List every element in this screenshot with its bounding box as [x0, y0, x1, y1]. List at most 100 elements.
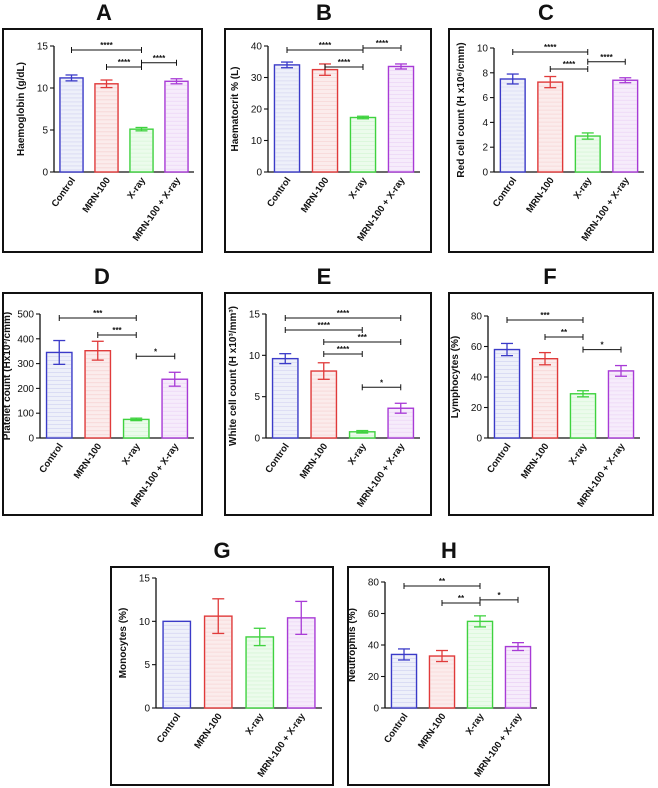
y-tick-label: 4 [482, 118, 488, 129]
bar [466, 620, 494, 709]
significance-bracket: **** [549, 60, 589, 72]
bar-group [387, 63, 415, 173]
x-tick-label: MRN-100 [524, 175, 556, 215]
y-axis-label: Lymphocytes (%) [450, 336, 461, 418]
panel-a: A 0 5 10 15 Haemoglobin (g/dL) Control MRN-100… [0, 0, 205, 255]
panel-letter: A [96, 0, 112, 25]
significance-bracket: ** [403, 577, 481, 589]
x-tick-label: Control [485, 441, 513, 475]
y-tick-label: 0 [28, 434, 34, 445]
bar-group [493, 342, 521, 439]
y-tick-label: 0 [254, 434, 260, 445]
bar-group [537, 75, 564, 173]
y-tick-label: 20 [471, 403, 483, 414]
x-tick-label: X-ray [572, 175, 595, 201]
panel-c: C 0 2 4 6 8 10 Red cell count (H x10⁶/cmm) Cont… [446, 0, 656, 255]
significance-label: ** [561, 328, 568, 337]
y-tick-label: 15 [249, 310, 261, 321]
bar-group [466, 615, 494, 709]
bar [387, 65, 415, 173]
significance-label: **** [337, 309, 350, 318]
x-tick-label: X-ray [464, 711, 487, 737]
significance-bracket: **** [323, 345, 363, 357]
bar [574, 135, 601, 173]
bar-group [348, 429, 376, 439]
x-tick-label: X-ray [346, 441, 369, 467]
significance-bracket: *** [97, 326, 137, 338]
y-tick-label: 15 [139, 574, 151, 585]
bar-group [531, 351, 559, 439]
x-tick-label: MRN-100 [192, 711, 224, 751]
panel-letter: E [316, 264, 332, 289]
significance-bracket: *** [323, 333, 402, 345]
bar [499, 78, 526, 173]
significance-bracket: ** [544, 328, 584, 340]
bar-group [574, 132, 601, 173]
y-tick-label: 40 [471, 373, 483, 384]
y-tick-label: 80 [368, 578, 380, 589]
x-tick-label: MRN-100 [72, 441, 104, 481]
bar-group [504, 641, 532, 709]
y-tick-label: 30 [251, 73, 263, 84]
x-tick-label: Control [155, 711, 183, 745]
significance-label: **** [337, 345, 350, 354]
bar-group [310, 362, 338, 439]
bar-group [45, 339, 73, 439]
x-tick-label: Control [263, 441, 291, 475]
chart-f: 0 20 40 60 80 Lymphocytes (%) Control MRN-100 X-… [450, 311, 640, 509]
significance-label: **** [118, 58, 131, 67]
bar [311, 68, 339, 173]
bar [531, 357, 559, 439]
y-tick-label: 10 [37, 84, 49, 95]
significance-label: * [600, 341, 604, 350]
x-tick-label: MRN-100 [298, 441, 330, 481]
panel-b: B 0 10 20 30 40 Haematocrit % (L) Control MRN-1… [222, 0, 434, 255]
y-tick-label: 5 [144, 660, 150, 671]
bar-group [428, 649, 456, 709]
significance-bracket: **** [362, 39, 402, 51]
y-tick-label: 60 [368, 609, 380, 620]
y-axis-label: Neutrophils (%) [347, 608, 358, 682]
significance-label: ** [458, 594, 465, 603]
significance-bracket: **** [512, 43, 589, 55]
bar-group [273, 61, 301, 173]
y-axis-label: Platelet count (Hx10³/cmm) [2, 312, 13, 440]
panel-frame [224, 292, 432, 516]
bar-group [245, 627, 275, 709]
significance-label: **** [318, 321, 331, 330]
significance-bracket: **** [324, 58, 364, 70]
bar-group [612, 77, 639, 173]
bar-group [499, 73, 526, 173]
significance-label: ** [439, 577, 446, 586]
panel-e: E 0 5 10 15 White cell count (H x10³/mm³) Con… [222, 264, 434, 519]
y-axis-label: Monocytes (%) [118, 608, 129, 679]
bar [537, 81, 564, 173]
bar-group [122, 417, 150, 439]
panel-g: G 0 5 10 15 Monocytes (%) Control MRN-100 X-ray… [108, 538, 336, 788]
y-tick-label: 60 [471, 342, 483, 353]
panel-frame [448, 28, 654, 253]
y-tick-label: 5 [254, 392, 260, 403]
bar-group [311, 63, 339, 173]
x-tick-label: MRN-100 [519, 441, 551, 481]
bar-group [286, 600, 316, 709]
bar-group [387, 402, 415, 439]
panel-frame [448, 292, 654, 516]
chart-e: 0 5 10 15 White cell count (H x10³/mm³) Contr… [228, 306, 420, 509]
bar-group [607, 364, 635, 439]
bar [245, 636, 275, 709]
y-tick-label: 0 [482, 168, 488, 179]
panel-d: D 0 100 200 300 400 500 Platelet count (Hx10³/… [0, 264, 205, 519]
y-axis-label: Haematocrit % (L) [230, 66, 241, 151]
bar [164, 80, 189, 173]
y-tick-label: 400 [17, 334, 34, 345]
y-tick-label: 20 [368, 672, 380, 683]
x-tick-label: Control [491, 175, 519, 209]
bar [273, 64, 301, 173]
significance-label: **** [563, 60, 576, 69]
y-tick-label: 0 [373, 704, 379, 715]
significance-bracket: **** [284, 309, 402, 321]
x-tick-label: Control [50, 175, 78, 209]
y-tick-label: 0 [144, 704, 150, 715]
